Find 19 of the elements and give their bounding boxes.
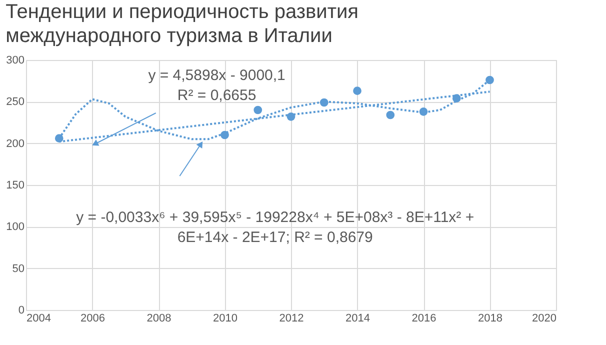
x-tick-label: 2018 — [478, 312, 502, 324]
x-tick-label: 2006 — [80, 312, 105, 324]
y-tick-label: 150 — [6, 180, 24, 192]
x-tick-label: 2016 — [412, 312, 436, 324]
chart-title: Тенденции и периодичность развития международного туризма в Италии — [6, 1, 358, 47]
x-tick-label: 2004 — [26, 312, 51, 324]
x-tick-label: 2010 — [213, 312, 238, 324]
x-tick-label: 2020 — [532, 312, 556, 324]
y-tick-label: 200 — [6, 138, 24, 150]
y-tick-label: 100 — [6, 221, 24, 234]
annotation: y = -0,0033x⁶ + 39,595x⁵ - 199228x⁴ + 5E+08x³ - 8E+11x² + 6E+14x - 2E+17; R² = 0,8679 — [76, 209, 474, 246]
y-tick-label: 300 — [6, 54, 24, 66]
y-tick-label: 0 — [18, 304, 24, 316]
x-tick-label: 2008 — [146, 312, 172, 324]
y-tick-label: 50 — [12, 262, 24, 275]
x-tick-label: 2012 — [279, 312, 304, 324]
x-tick-label: 2014 — [346, 312, 370, 324]
y-tick-label: 250 — [6, 96, 24, 108]
annotation: y = 4,5898x - 9000,1 R² = 0,6655 — [148, 67, 286, 104]
